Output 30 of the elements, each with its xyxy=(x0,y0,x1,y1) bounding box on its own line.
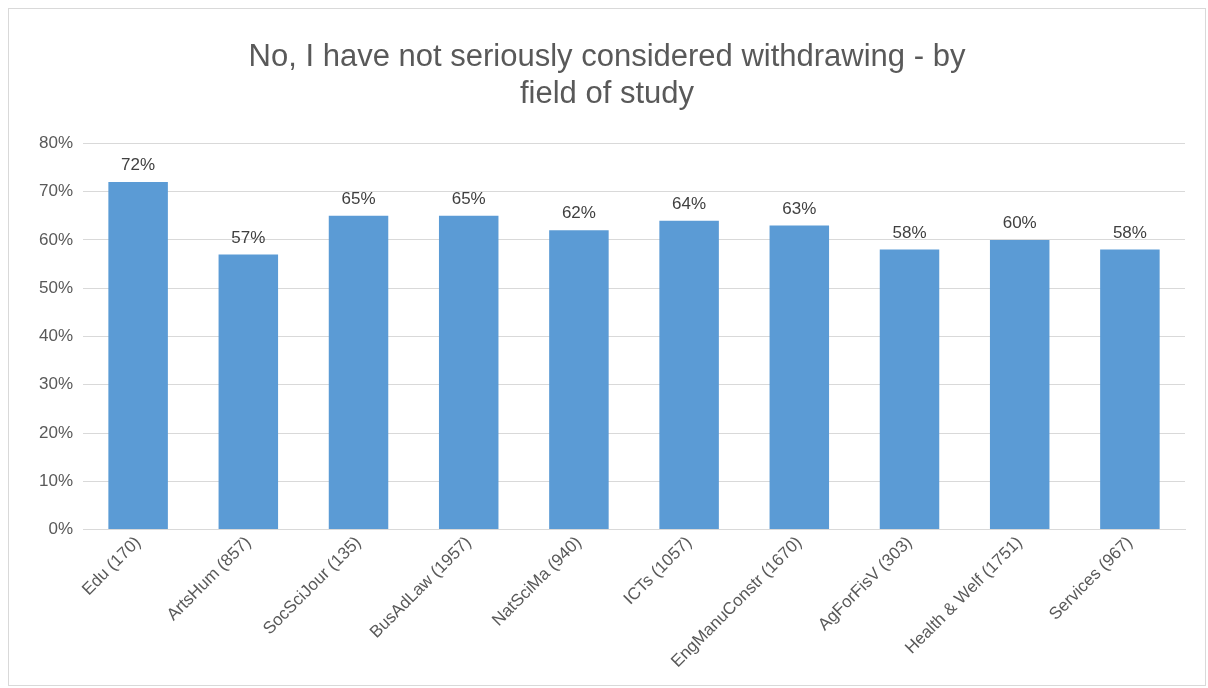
y-tick-label: 30% xyxy=(38,374,74,394)
bar xyxy=(328,215,389,530)
bar xyxy=(769,225,830,530)
data-label: 64% xyxy=(672,193,707,213)
y-tick-label: 70% xyxy=(38,181,74,201)
y-tick-label: 10% xyxy=(38,471,74,491)
bar xyxy=(659,220,719,530)
y-tick-label: 0% xyxy=(48,519,74,539)
data-label: 62% xyxy=(561,203,596,223)
data-label: 57% xyxy=(231,227,266,247)
bar xyxy=(879,249,940,530)
bar xyxy=(218,254,279,530)
bar xyxy=(549,230,609,530)
bar xyxy=(108,182,168,530)
bar xyxy=(438,215,499,530)
data-label: 72% xyxy=(121,155,156,175)
y-tick-label: 40% xyxy=(38,326,74,346)
data-label: 60% xyxy=(1002,213,1037,233)
data-label: 63% xyxy=(782,198,817,218)
data-label: 58% xyxy=(1112,222,1147,242)
bar xyxy=(989,239,1050,530)
data-label: 58% xyxy=(892,222,927,242)
y-tick-label: 20% xyxy=(38,422,74,442)
y-tick-label: 80% xyxy=(38,133,74,153)
chart-title: No, I have not seriously considered withdrawing - by field of study xyxy=(248,38,966,111)
y-tick-label: 50% xyxy=(38,277,74,297)
bar xyxy=(1100,249,1160,530)
y-tick-label: 60% xyxy=(38,229,74,249)
data-label: 65% xyxy=(341,189,376,208)
data-label: 65% xyxy=(451,189,486,208)
